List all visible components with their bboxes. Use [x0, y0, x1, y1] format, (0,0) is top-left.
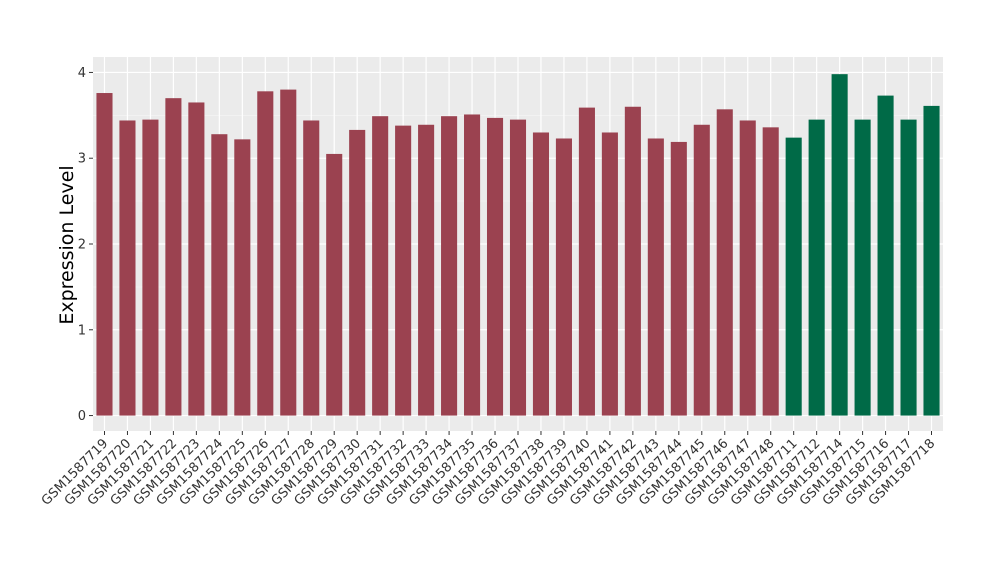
bar [578, 107, 595, 416]
y-tick-label: 2 [78, 238, 86, 253]
bar [785, 137, 802, 416]
bar [188, 102, 205, 416]
bar [119, 120, 136, 416]
bar [716, 109, 733, 416]
bar [326, 153, 343, 416]
bar [923, 105, 940, 416]
y-axis: 0 1 2 3 4 [78, 66, 93, 424]
bar [509, 119, 527, 416]
bar [532, 132, 550, 416]
x-axis: GSM1587719GSM1587720GSM1587721GSM1587722… [39, 431, 938, 509]
bar [900, 119, 917, 416]
bar [486, 117, 504, 416]
bar [372, 116, 389, 416]
bar [257, 91, 274, 416]
bar [418, 124, 435, 416]
bar [647, 138, 664, 416]
bar [854, 119, 871, 416]
bar [739, 120, 756, 416]
bar [441, 116, 458, 416]
y-tick-label: 1 [78, 323, 86, 338]
bar [96, 93, 113, 416]
bar [808, 119, 825, 416]
y-tick-label: 4 [78, 66, 86, 81]
bar [670, 141, 687, 416]
bar [234, 139, 251, 416]
bar [464, 114, 481, 416]
bar [693, 124, 710, 416]
bar [877, 95, 894, 416]
y-tick-label: 0 [78, 409, 86, 424]
y-axis-title: Expression Level [56, 165, 78, 324]
bar [142, 119, 159, 416]
bar [624, 106, 641, 416]
bar [280, 89, 297, 416]
bar [555, 138, 572, 416]
bar [349, 129, 366, 416]
bar [303, 120, 320, 416]
bar [601, 132, 618, 416]
bar [165, 98, 182, 416]
bar [831, 74, 848, 416]
bar [395, 125, 412, 416]
bar [762, 127, 779, 416]
bars [96, 74, 940, 416]
bar [211, 134, 228, 416]
y-tick-label: 3 [78, 152, 86, 167]
